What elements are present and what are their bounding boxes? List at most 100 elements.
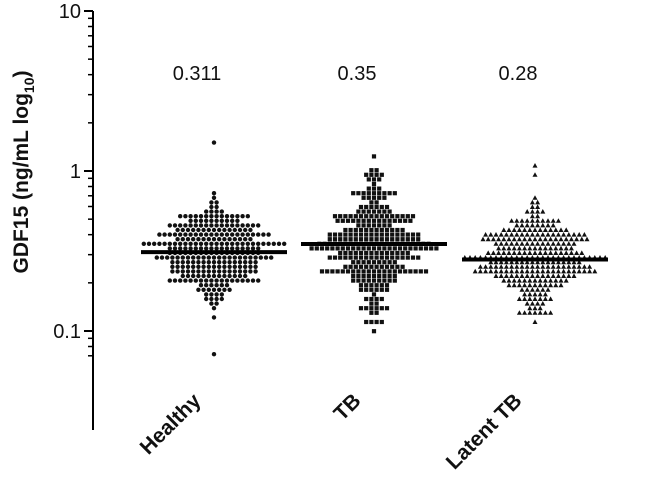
data-point (358, 214, 364, 219)
data-point (358, 306, 364, 311)
data-point (159, 255, 165, 260)
data-point (348, 264, 353, 269)
data-point (535, 287, 541, 292)
data-point (511, 245, 517, 251)
data-point (472, 268, 478, 274)
data-point (392, 260, 397, 265)
data-point (524, 218, 530, 223)
data-point (191, 255, 196, 260)
data-point (356, 269, 361, 274)
data-point (364, 264, 369, 269)
data-point (178, 223, 183, 228)
data-point (276, 241, 282, 246)
data-point (506, 250, 512, 255)
data-point (537, 291, 543, 297)
data-point (222, 269, 227, 274)
median-value-label: 0.311 (173, 63, 222, 85)
data-point (204, 246, 209, 251)
data-point (558, 282, 564, 288)
data-point (369, 214, 374, 219)
data-point (545, 218, 551, 223)
y-axis-label-close: ) (10, 70, 33, 77)
data-point (348, 214, 353, 219)
data-point (343, 227, 348, 233)
data-point (343, 237, 348, 242)
data-point (493, 268, 499, 274)
data-point (540, 264, 546, 269)
data-point (224, 278, 230, 283)
data-point (390, 250, 395, 256)
data-point (245, 278, 250, 283)
data-point (527, 227, 533, 232)
data-point (266, 232, 271, 237)
data-point (514, 264, 520, 269)
data-point (377, 278, 382, 283)
data-point (382, 191, 387, 196)
data-point (188, 241, 193, 246)
data-point (571, 232, 577, 237)
data-point (364, 296, 369, 302)
y-axis-label: GDF15 (ng/mL log10) (10, 70, 37, 273)
data-point (209, 278, 214, 283)
data-point (379, 250, 384, 256)
data-point (175, 255, 180, 260)
data-point (423, 246, 429, 251)
data-point (230, 214, 235, 219)
data-point (178, 241, 183, 246)
data-point (587, 264, 593, 269)
data-point (209, 204, 214, 210)
data-point (532, 245, 538, 251)
data-point (237, 255, 243, 260)
data-point (361, 191, 366, 196)
data-point (516, 245, 522, 251)
data-point (571, 264, 577, 269)
data-point (232, 260, 237, 265)
data-point (217, 260, 222, 265)
data-point (550, 222, 556, 228)
data-point (243, 260, 248, 265)
data-point (361, 273, 366, 279)
data-point (227, 260, 232, 265)
data-point (250, 223, 256, 228)
data-point (222, 260, 227, 265)
data-point (548, 245, 554, 251)
data-point (529, 264, 535, 269)
data-point (574, 250, 580, 255)
data-point (204, 241, 209, 246)
data-point (545, 268, 551, 274)
data-point (516, 236, 522, 242)
data-point (384, 264, 390, 269)
data-point (480, 236, 486, 242)
data-point (581, 232, 587, 237)
data-point (382, 269, 387, 274)
data-point (566, 259, 572, 265)
data-point (237, 227, 243, 233)
data-point (214, 296, 219, 302)
data-point (338, 255, 343, 260)
data-point (379, 227, 384, 233)
data-point (314, 246, 319, 251)
data-point (201, 255, 206, 260)
data-point (566, 264, 572, 269)
data-point (209, 214, 214, 219)
data-point (269, 255, 274, 260)
data-point (403, 269, 408, 274)
y-tick-label: 0.1 (53, 321, 81, 343)
data-point (535, 301, 541, 306)
data-point (211, 269, 217, 274)
data-point (537, 227, 543, 232)
data-point (180, 260, 185, 265)
data-point (227, 269, 232, 274)
data-point (256, 241, 261, 246)
data-point (157, 241, 162, 246)
data-point (384, 255, 390, 260)
data-point (191, 273, 196, 279)
data-point (172, 241, 178, 246)
data-point (392, 218, 397, 223)
data-point (243, 264, 248, 269)
data-point (524, 268, 530, 274)
data-point (209, 232, 214, 237)
data-point (405, 255, 410, 260)
data-point (532, 172, 538, 177)
data-point (555, 268, 561, 274)
